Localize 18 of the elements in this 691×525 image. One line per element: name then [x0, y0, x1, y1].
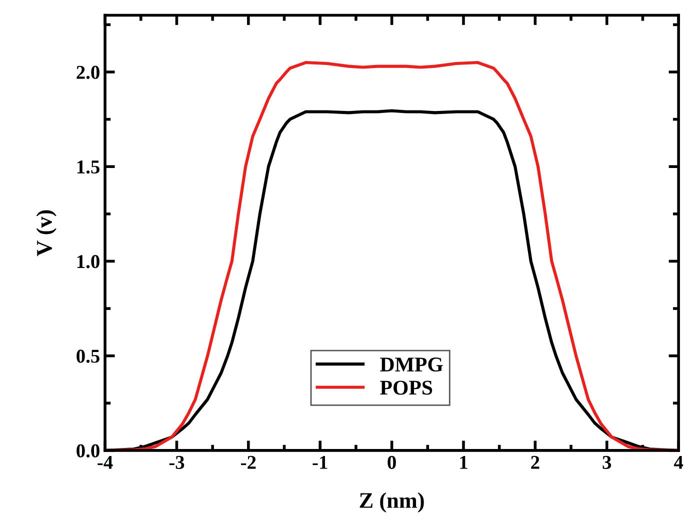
x-axis-title: Z (nm)	[360, 492, 424, 513]
y-tick-label: 0.5	[76, 350, 100, 363]
y-tick-label: 1.5	[77, 160, 100, 174]
x-tick-label: 0	[388, 456, 396, 469]
legend-label: DMPG	[380, 358, 443, 372]
x-tick-label: -3	[169, 456, 184, 469]
x-tick-label: 4	[674, 456, 684, 469]
y-tick-label: 2.0	[76, 66, 100, 80]
x-tick-label: -2	[241, 456, 256, 469]
x-tick-label: -1	[312, 456, 328, 469]
x-tick-label: 3	[602, 456, 612, 469]
x-tick-label: 1	[460, 456, 468, 469]
x-tick-label: 2	[531, 456, 540, 469]
legend-label: POPS	[380, 380, 432, 395]
x-tick-label: -4	[98, 456, 113, 469]
y-tick-label: 1.0	[77, 255, 100, 268]
y-axis-title: V (v)	[36, 210, 56, 256]
y-tick-label: 0.0	[76, 444, 100, 458]
